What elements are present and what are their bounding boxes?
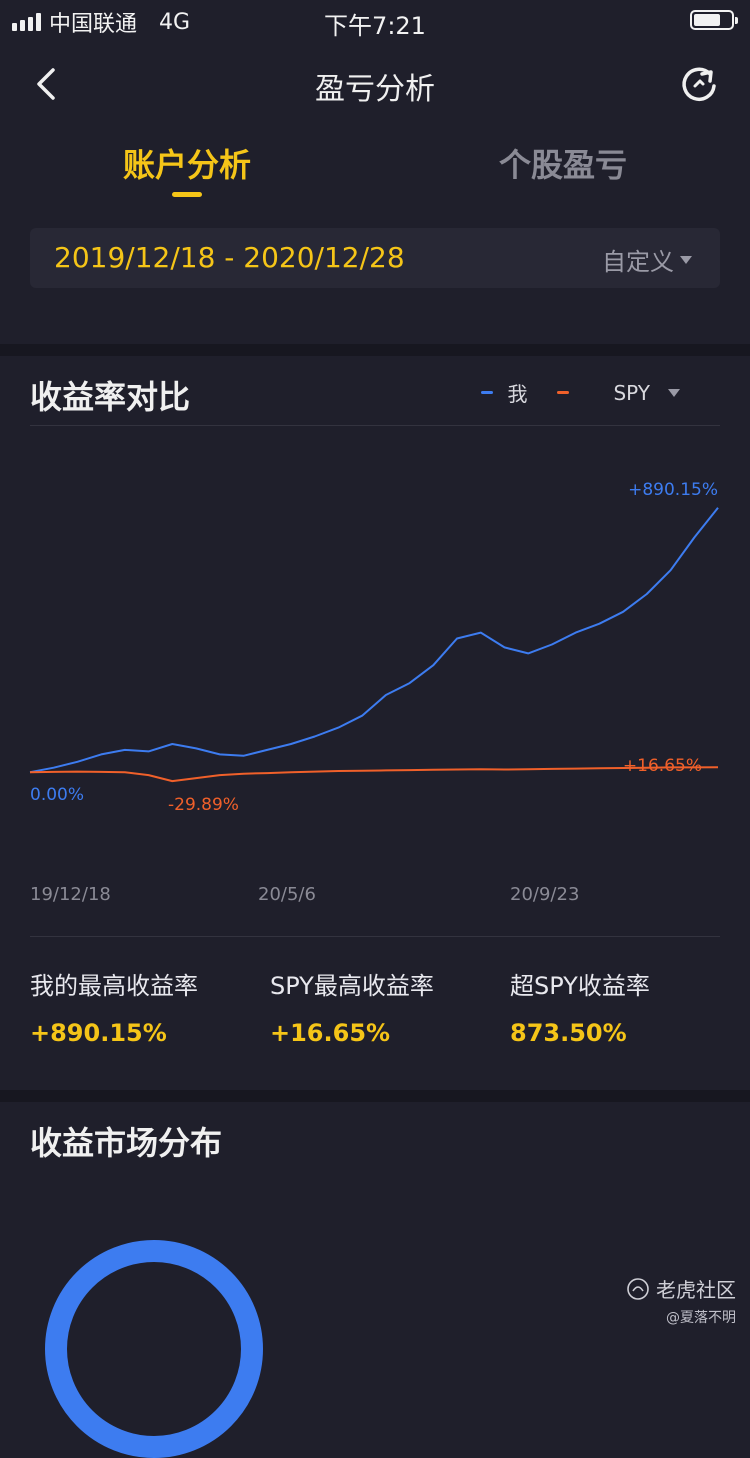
me-end-label: +890.15% <box>628 480 718 500</box>
series-line-me <box>29 507 719 774</box>
status-left: 中国联通 4G <box>12 6 190 38</box>
returns-section-title: 收益率对比 <box>30 378 191 416</box>
caret-down-icon <box>680 255 692 264</box>
me-start-label: 0.00% <box>30 785 84 805</box>
chart-legend: 我 SPY <box>451 378 680 407</box>
returns-chart[interactable]: +890.15% 0.00% -29.89% +16.65% <box>0 430 750 870</box>
section-divider <box>0 1090 750 1102</box>
date-range-label: 2019/12/18 - 2020/12/28 <box>54 241 405 274</box>
active-tab-indicator <box>172 192 202 197</box>
stat-label: 超SPY收益率 <box>510 972 650 1000</box>
benchmark-selector[interactable]: SPY <box>557 381 680 405</box>
tiger-community-logo-icon <box>627 1277 649 1300</box>
stat-my-max-return: 我的最高收益率 +890.15% <box>30 966 198 1047</box>
tab-stock-pnl[interactable]: 个股盈亏 <box>499 146 628 184</box>
stat-value: +890.15% <box>30 1019 167 1047</box>
legend-swatch-spy <box>557 391 570 394</box>
stat-value: 873.50% <box>510 1019 627 1047</box>
date-filter[interactable]: 2019/12/18 - 2020/12/28 自定义 <box>30 228 720 288</box>
analysis-tabs: 账户分析 个股盈亏 <box>0 140 750 200</box>
chart-lines <box>29 507 719 783</box>
watermark-user: @夏落不明 <box>666 1310 736 1326</box>
section-divider <box>0 344 750 356</box>
caret-down-icon <box>668 388 680 397</box>
stat-spy-max-return: SPY最高收益率 +16.65% <box>270 966 434 1047</box>
signal-icon <box>12 13 41 31</box>
legend-item-me: 我 <box>481 378 527 407</box>
market-distribution-donut[interactable] <box>45 1240 263 1458</box>
carrier-label: 中国联通 <box>49 12 138 37</box>
battery-icon <box>690 10 738 30</box>
x-tick-1: 19/12/18 <box>30 884 111 905</box>
chart-top-rule <box>30 425 720 426</box>
stat-value: +16.65% <box>270 1019 391 1047</box>
x-tick-2: 20/5/6 <box>258 884 316 905</box>
date-mode-label: 自定义 <box>602 248 674 276</box>
status-time: 下午7:21 <box>324 12 426 40</box>
status-bar: 中国联通 4G 下午7:21 <box>0 0 750 40</box>
refresh-button[interactable] <box>680 64 720 104</box>
tab-account-analysis[interactable]: 账户分析 <box>123 146 252 184</box>
page-title: 盈亏分析 <box>315 72 435 107</box>
market-section-title: 收益市场分布 <box>30 1124 223 1162</box>
x-tick-3: 20/9/23 <box>510 884 580 905</box>
stat-label: SPY最高收益率 <box>270 972 434 1000</box>
stat-excess-return: 超SPY收益率 873.50% <box>510 966 650 1047</box>
back-button[interactable] <box>28 64 68 104</box>
legend-swatch-me <box>481 391 494 394</box>
refresh-icon <box>682 67 716 102</box>
nav-bar: 盈亏分析 <box>0 50 750 120</box>
watermark-brand: 老虎社区 <box>656 1278 736 1302</box>
network-label: 4G <box>159 9 191 35</box>
series-line-spy <box>29 766 719 783</box>
spy-end-label: +16.65% <box>623 756 702 776</box>
stats-top-rule <box>30 936 720 937</box>
legend-label-me: 我 <box>507 382 528 406</box>
date-mode-dropdown[interactable]: 自定义 <box>602 242 692 277</box>
chevron-left-icon <box>37 68 55 100</box>
stat-label: 我的最高收益率 <box>30 972 198 1000</box>
watermark: 老虎社区 @夏落不明 <box>626 1274 736 1327</box>
spy-min-label: -29.89% <box>168 795 239 815</box>
legend-label-spy: SPY <box>613 380 650 405</box>
